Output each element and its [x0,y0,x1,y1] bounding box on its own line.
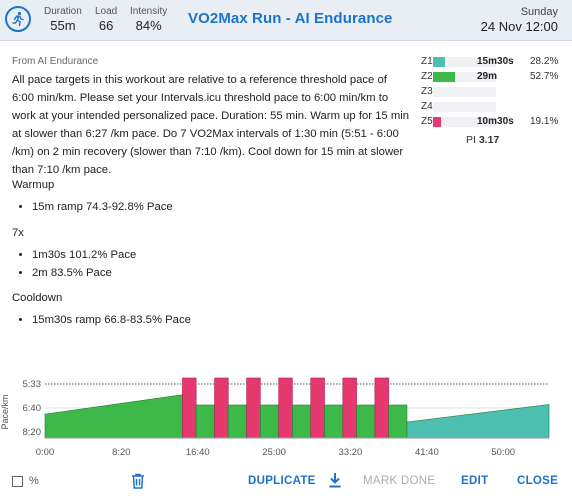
zone-label: Z4 [421,101,433,112]
interval-work-bar [342,377,357,439]
workout-source: From AI Endurance [12,56,99,67]
pace-index: PI 3.17 [466,134,499,146]
zone-row-z3: Z3 [421,85,571,100]
cooldown-title: Cooldown [12,292,63,304]
workout-date: Sunday 24 Nov 12:00 [481,6,558,34]
zone-label: Z5 [421,116,433,127]
edit-button[interactable]: EDIT [461,475,489,487]
y-tick-label: 8:20 [23,427,42,438]
zone-time: 10m30s [477,116,514,127]
interval-rest-bar [227,404,247,439]
list-item: 1m30s 101.2% Pace [32,246,136,264]
workout-header: Duration 55m Load 66 Intensity 84% VO2Ma… [0,0,572,41]
x-tick-label: 33:20 [339,447,363,458]
load-value: 66 [98,18,114,33]
warmup-steps: 15m ramp 74.3-92.8% Pace [14,198,173,216]
intensity-label: Intensity [130,6,168,17]
list-item: 2m 83.5% Pace [32,264,136,282]
interval-rest-bar [324,404,344,439]
list-item: 15m ramp 74.3-92.8% Pace [32,198,173,216]
percent-checkbox[interactable] [12,476,23,487]
zone-distribution: Z1 15m30s 28.2% Z2 29m 52.7% Z3 Z4 Z5 10… [421,55,571,130]
chart-ylabel: Pace/km [0,394,10,429]
zone-bar-track [433,57,496,67]
zone-pct: 28.2% [530,56,559,67]
warmup-title: Warmup [12,179,55,191]
pi-value: 3.17 [478,134,500,146]
ramp-segment [44,394,183,439]
duration-value: 55m [50,18,76,33]
close-button[interactable]: CLOSE [517,475,559,487]
y-tick-label: 6:40 [23,403,42,414]
interval-rest-bar [292,404,312,439]
running-icon [5,6,31,32]
workout-title: VO2Max Run - AI Endurance [188,10,393,27]
mark-done-button[interactable]: MARK DONE [363,475,436,487]
zone-pct: 19.1% [530,116,559,127]
percent-label: % [29,475,39,487]
repeat-title: 7x [12,227,24,239]
duration-stat: Duration 55m [44,6,82,33]
zone-label: Z2 [421,71,433,82]
delete-icon[interactable] [131,473,145,494]
pi-label: PI [466,134,476,146]
zone-row-z1: Z1 15m30s 28.2% [421,55,571,70]
load-stat: Load 66 [95,6,117,33]
zone-bar [433,72,455,82]
interval-work-bar [278,377,293,439]
zone-bar-track [433,102,496,112]
intensity-stat: Intensity 84% [130,6,167,33]
x-tick-label: 8:20 [112,447,131,458]
zone-row-z5: Z5 10m30s 19.1% [421,115,571,130]
zone-bar [433,57,445,67]
x-tick-label: 25:00 [262,447,286,458]
x-tick-label: 41:40 [415,447,439,458]
load-label: Load [95,6,118,17]
duplicate-button[interactable]: DUPLICATE [248,475,316,487]
zone-time: 29m [477,71,498,82]
zone-label: Z1 [421,56,433,67]
x-tick-label: 0:00 [36,447,55,458]
interval-rest-bar [260,404,279,439]
zone-bar [433,117,441,127]
interval-rest-bar [195,404,215,439]
x-tick-label: 16:40 [186,447,210,458]
zone-bar-track [433,72,496,82]
interval-work-bar [246,377,261,439]
workout-description: All pace targets in this workout are rel… [12,74,410,176]
action-bar: % DUPLICATE MARK DONE EDIT CLOSE [0,467,572,497]
zone-pct: 52.7% [530,71,559,82]
duration-label: Duration [44,6,82,17]
repeat-steps: 1m30s 101.2% Pace 2m 83.5% Pace [14,246,136,282]
interval-work-bar [310,377,325,439]
interval-rest-bar [356,404,376,439]
intensity-value: 84% [135,18,162,33]
workout-chart[interactable]: Pace/km 5:33 6:40 8:20 0:00 8:20 16:40 25:00 3… [0,372,572,464]
workout-datetime: 24 Nov 12:00 [480,19,558,34]
interval-work-bar [182,377,197,439]
download-icon[interactable] [328,472,342,493]
x-tick-label: 50:00 [491,447,515,458]
zone-bar-track [433,117,496,127]
zone-label: Z3 [421,86,433,97]
zone-bar-track [433,87,496,97]
zone-row-z4: Z4 [421,100,571,115]
interval-work-bar [214,377,229,439]
ramp-segment [406,404,550,439]
zone-time: 15m30s [477,56,514,67]
y-tick-label: 5:33 [23,379,42,390]
list-item: 15m30s ramp 66.8-83.5% Pace [32,311,191,329]
zone-row-z2: Z2 29m 52.7% [421,70,571,85]
interval-work-bar [374,377,389,439]
cooldown-steps: 15m30s ramp 66.8-83.5% Pace [14,311,191,329]
workout-day: Sunday [520,6,558,18]
interval-rest-bar [388,404,408,439]
